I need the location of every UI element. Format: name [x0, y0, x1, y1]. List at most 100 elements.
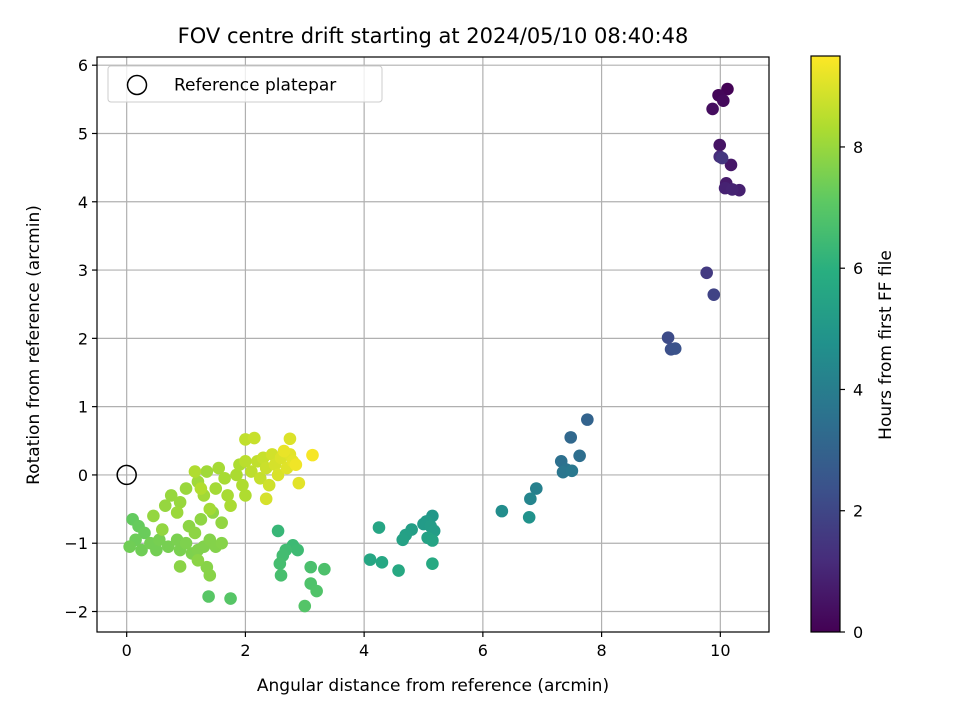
colorbar-ticks: 0 2 4 6 8: [840, 138, 863, 642]
y-tick-label: 4: [78, 193, 88, 212]
data-point: [495, 504, 509, 518]
data-point: [304, 560, 318, 574]
data-point: [239, 489, 252, 502]
data-point: [271, 524, 285, 538]
data-point: [426, 557, 439, 571]
colorbar: 0 2 4 6 8 Hours from first FF file: [810, 55, 896, 642]
data-point: [375, 556, 389, 569]
data-point: [138, 526, 151, 540]
y-axis-ticks: −2 −1 0 1 2 3 4 5 6: [64, 56, 97, 622]
data-point: [209, 482, 223, 495]
y-tick-label: 6: [78, 56, 88, 75]
data-point: [245, 465, 258, 478]
plot-area: 0 2 4 6 8 10 −2 −1 0 1 2 3 4 5 6: [64, 56, 770, 660]
data-point: [147, 509, 160, 523]
data-point: [661, 331, 675, 344]
y-tick-label: 0: [78, 466, 88, 485]
data-point: [721, 82, 734, 96]
data-point: [565, 464, 579, 478]
data-point: [524, 492, 537, 506]
data-point: [224, 499, 237, 512]
colorbar-tick-label: 6: [853, 259, 863, 278]
data-point: [262, 478, 276, 492]
data-point: [363, 553, 377, 566]
data-point: [202, 590, 215, 603]
colorbar-bar: [810, 55, 841, 633]
y-tick-label: 3: [78, 261, 88, 280]
data-point: [564, 431, 578, 444]
x-axis-ticks: 0 2 4 6 8 10: [122, 632, 731, 660]
x-tick-label: 10: [710, 641, 730, 660]
data-point: [179, 482, 193, 495]
data-point: [194, 482, 208, 495]
data-point: [194, 513, 208, 526]
data-point: [707, 288, 721, 301]
data-point: [215, 516, 228, 530]
colorbar-tick-label: 8: [853, 138, 863, 157]
data-point: [573, 449, 586, 463]
data-point: [224, 592, 237, 605]
data-point: [426, 534, 439, 547]
data-point: [291, 543, 304, 557]
x-axis-label: Angular distance from reference (arcmin): [257, 676, 609, 696]
data-point: [215, 536, 228, 550]
data-point: [713, 138, 727, 152]
x-tick-label: 2: [240, 641, 250, 660]
reference-marker: [116, 464, 137, 486]
data-point: [277, 444, 291, 458]
data-point: [716, 94, 730, 108]
x-tick-label: 8: [596, 641, 606, 660]
colorbar-tick-label: 2: [853, 502, 863, 521]
legend-box: [107, 65, 383, 103]
data-point: [715, 151, 729, 165]
data-point: [668, 342, 682, 355]
data-points: [123, 82, 746, 613]
data-point: [164, 489, 178, 502]
data-point: [123, 540, 136, 553]
data-point: [221, 489, 234, 502]
data-point: [230, 468, 243, 482]
colorbar-tick-label: 4: [853, 380, 863, 399]
data-point: [725, 183, 739, 196]
data-point: [188, 526, 202, 540]
plot-frame: [96, 56, 770, 633]
data-point: [150, 543, 163, 557]
data-point: [529, 482, 543, 495]
data-point: [253, 472, 267, 485]
data-point: [170, 506, 184, 519]
data-point: [292, 476, 306, 490]
data-point: [161, 540, 175, 553]
data-point: [372, 521, 386, 534]
data-point: [203, 502, 217, 516]
y-tick-label: −1: [64, 534, 88, 553]
data-point: [306, 448, 319, 462]
data-point: [289, 458, 303, 471]
data-point: [156, 523, 169, 536]
data-point: [212, 461, 225, 475]
data-point: [396, 533, 410, 547]
data-point: [271, 468, 285, 482]
data-point: [191, 553, 205, 567]
data-point: [298, 599, 312, 613]
data-point: [724, 158, 738, 172]
data-point: [581, 413, 594, 426]
data-point: [173, 495, 187, 509]
data-point: [153, 533, 166, 547]
legend-marker-reference: [126, 74, 148, 96]
data-point: [706, 102, 719, 116]
data-point: [283, 432, 297, 446]
data-point: [135, 543, 148, 557]
data-point: [310, 584, 323, 598]
x-tick-label: 0: [122, 641, 132, 660]
data-point: [179, 536, 193, 550]
data-point: [248, 431, 261, 445]
chart-title: FOV centre drift starting at 2024/05/10 …: [178, 24, 689, 48]
colorbar-tick-label: 0: [853, 623, 863, 642]
y-axis-label: Rotation from reference (arcmin): [24, 205, 44, 485]
data-point: [273, 557, 287, 571]
x-tick-label: 6: [478, 641, 488, 660]
data-point: [203, 569, 217, 582]
legend: Reference platepar: [107, 65, 383, 103]
y-tick-label: −2: [64, 603, 88, 622]
